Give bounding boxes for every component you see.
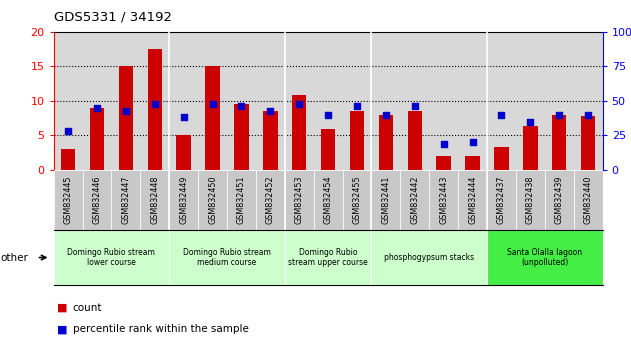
Text: GSM832455: GSM832455 [353, 176, 362, 224]
Bar [516, 170, 545, 230]
Text: count: count [73, 303, 102, 313]
Text: GSM832448: GSM832448 [150, 176, 159, 224]
Bar [545, 170, 574, 230]
Point [237, 104, 247, 109]
Point [294, 101, 304, 107]
Text: GSM832453: GSM832453 [295, 176, 304, 224]
Bar [140, 170, 169, 230]
Text: GSM832439: GSM832439 [555, 176, 563, 224]
Bar [314, 170, 343, 230]
Bar [350, 111, 364, 170]
Bar [61, 149, 75, 170]
Point [63, 129, 73, 134]
Bar [372, 230, 487, 285]
Text: GSM832442: GSM832442 [410, 176, 419, 224]
Text: Domingo Rubio stream
medium course: Domingo Rubio stream medium course [183, 248, 271, 267]
Bar [487, 230, 603, 285]
Point [583, 112, 593, 118]
Bar [112, 170, 140, 230]
Bar [285, 170, 314, 230]
Bar [400, 170, 429, 230]
Bar [379, 115, 393, 170]
Text: GSM832441: GSM832441 [381, 176, 391, 224]
Text: ■: ■ [57, 324, 68, 334]
Bar [256, 170, 285, 230]
Point [150, 101, 160, 107]
Bar [552, 115, 567, 170]
Bar [321, 129, 335, 170]
Bar [198, 170, 227, 230]
Text: other: other [1, 252, 28, 263]
Bar [408, 111, 422, 170]
Point [381, 112, 391, 118]
Text: GSM832437: GSM832437 [497, 176, 506, 224]
Bar [437, 156, 451, 170]
Point [92, 105, 102, 110]
Bar [372, 170, 400, 230]
Text: GDS5331 / 34192: GDS5331 / 34192 [54, 11, 172, 24]
Text: Santa Olalla lagoon
(unpolluted): Santa Olalla lagoon (unpolluted) [507, 248, 582, 267]
Text: GSM832449: GSM832449 [179, 176, 188, 224]
Bar [574, 170, 603, 230]
Bar [177, 135, 191, 170]
Text: ■: ■ [57, 303, 68, 313]
Bar [54, 170, 83, 230]
Point [497, 112, 507, 118]
Text: GSM832443: GSM832443 [439, 176, 448, 224]
Text: GSM832446: GSM832446 [93, 176, 102, 224]
Bar [205, 67, 220, 170]
Point [410, 104, 420, 109]
Bar [148, 49, 162, 170]
Bar [487, 170, 516, 230]
Bar [263, 111, 278, 170]
Point [554, 112, 564, 118]
Text: GSM832438: GSM832438 [526, 176, 535, 224]
Bar [169, 230, 285, 285]
Text: GSM832452: GSM832452 [266, 176, 275, 224]
Bar [169, 170, 198, 230]
Point [352, 104, 362, 109]
Point [323, 112, 333, 118]
Text: Domingo Rubio stream
lower course: Domingo Rubio stream lower course [68, 248, 155, 267]
Text: Domingo Rubio
stream upper course: Domingo Rubio stream upper course [288, 248, 368, 267]
Bar [285, 230, 372, 285]
Bar [429, 170, 458, 230]
Bar [90, 108, 104, 170]
Bar [523, 126, 538, 170]
Text: GSM832440: GSM832440 [584, 176, 593, 224]
Bar [227, 170, 256, 230]
Text: percentile rank within the sample: percentile rank within the sample [73, 324, 249, 334]
Text: GSM832450: GSM832450 [208, 176, 217, 224]
Text: GSM832451: GSM832451 [237, 176, 246, 224]
Text: GSM832444: GSM832444 [468, 176, 477, 224]
Text: GSM832447: GSM832447 [121, 176, 131, 224]
Bar [494, 147, 509, 170]
Bar [83, 170, 112, 230]
Bar [119, 67, 133, 170]
Point [121, 108, 131, 113]
Point [265, 108, 275, 113]
Bar [581, 116, 596, 170]
Text: GSM832445: GSM832445 [64, 176, 73, 224]
Bar [458, 170, 487, 230]
Bar [343, 170, 372, 230]
Point [179, 115, 189, 120]
Text: GSM832454: GSM832454 [324, 176, 333, 224]
Point [208, 101, 218, 107]
Text: phosphogypsum stacks: phosphogypsum stacks [384, 253, 475, 262]
Bar [466, 156, 480, 170]
Point [526, 119, 536, 125]
Point [468, 139, 478, 145]
Bar [234, 104, 249, 170]
Bar [54, 230, 169, 285]
Bar [292, 95, 307, 170]
Point [439, 141, 449, 147]
